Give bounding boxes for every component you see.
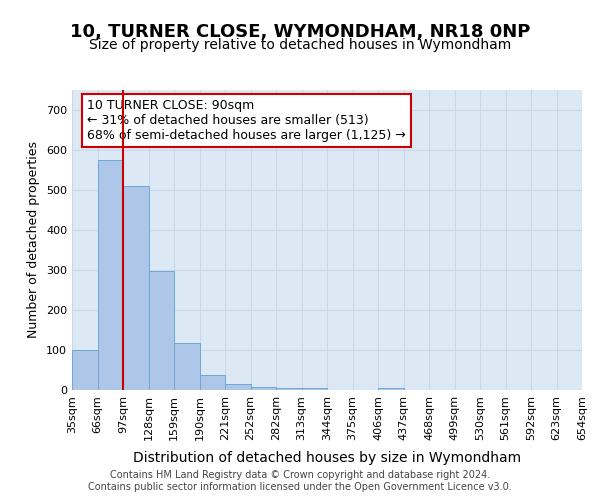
Bar (72, 350, 97, 390)
X-axis label: Distribution of detached houses by size in Wymondham: Distribution of detached houses by size … (133, 451, 521, 465)
Bar (97, 160, 123, 390)
Bar (174, 343, 199, 390)
Text: 10, TURNER CLOSE, WYMONDHAM, NR18 0NP: 10, TURNER CLOSE, WYMONDHAM, NR18 0NP (70, 22, 530, 40)
Bar (302, 388, 327, 390)
Bar (199, 375, 225, 390)
Text: Contains HM Land Registry data © Crown copyright and database right 2024.
Contai: Contains HM Land Registry data © Crown c… (88, 470, 512, 492)
Text: Size of property relative to detached houses in Wymondham: Size of property relative to detached ho… (89, 38, 511, 52)
Bar (276, 388, 302, 390)
Bar (378, 388, 404, 390)
Bar (123, 186, 149, 390)
Bar (251, 387, 276, 390)
Text: 10 TURNER CLOSE: 90sqm
← 31% of detached houses are smaller (513)
68% of semi-de: 10 TURNER CLOSE: 90sqm ← 31% of detached… (88, 99, 406, 142)
Bar (149, 271, 174, 390)
Y-axis label: Number of detached properties: Number of detached properties (28, 142, 40, 338)
Bar (225, 384, 251, 390)
